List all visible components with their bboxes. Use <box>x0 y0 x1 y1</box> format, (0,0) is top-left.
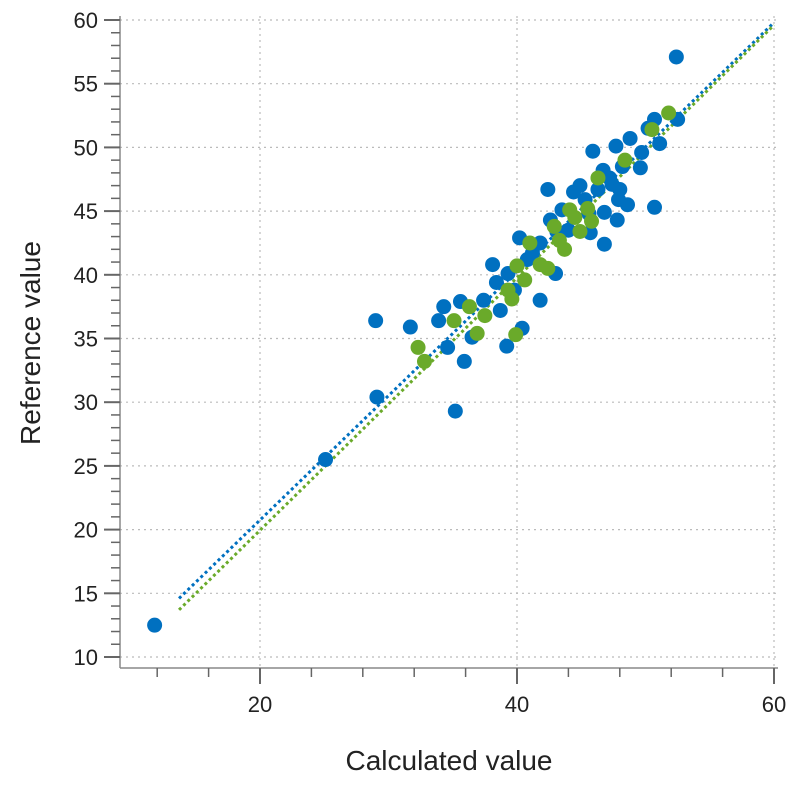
x-axis-label: Calculated value <box>345 745 552 776</box>
data-point-series-1 <box>668 49 684 65</box>
data-point-series-1 <box>652 136 668 152</box>
y-tick-label: 20 <box>74 518 98 543</box>
data-point-series-1 <box>596 236 612 252</box>
data-point-series-2 <box>572 223 588 239</box>
y-tick-label: 35 <box>74 327 98 352</box>
data-point-series-1 <box>456 353 472 369</box>
data-point-series-1 <box>368 313 384 329</box>
data-point-series-1 <box>602 170 618 186</box>
y-tick-label: 55 <box>74 72 98 97</box>
data-point-series-1 <box>431 313 447 329</box>
data-point-series-1 <box>147 617 163 633</box>
data-point-series-2 <box>580 201 596 217</box>
fit-line-series-2 <box>177 24 776 611</box>
data-point-series-1 <box>646 199 662 215</box>
y-tick-label: 40 <box>74 263 98 288</box>
data-point-series-2 <box>508 327 524 343</box>
y-tick-label: 30 <box>74 390 98 415</box>
data-point-series-1 <box>402 319 418 335</box>
data-point-series-2 <box>557 241 573 257</box>
axis-ticks <box>104 16 778 684</box>
data-points <box>147 49 686 633</box>
data-point-series-2 <box>584 213 600 229</box>
fit-line-series-1 <box>178 21 776 600</box>
data-point-series-1 <box>596 204 612 220</box>
data-point-series-1 <box>532 292 548 308</box>
data-point-series-1 <box>436 299 452 315</box>
data-point-series-2 <box>540 260 556 276</box>
data-point-series-2 <box>469 325 485 341</box>
data-point-series-2 <box>546 218 562 234</box>
fit-lines <box>177 21 776 611</box>
data-point-series-1 <box>447 403 463 419</box>
data-point-series-2 <box>567 209 583 225</box>
data-point-series-1 <box>499 338 515 354</box>
data-point-series-1 <box>632 160 648 176</box>
data-point-series-1 <box>560 222 576 238</box>
x-tick-label: 40 <box>505 692 529 717</box>
data-point-series-1 <box>622 130 638 146</box>
y-axis-label: Reference value <box>15 241 46 445</box>
y-tick-label: 10 <box>74 645 98 670</box>
data-point-series-2 <box>446 313 462 329</box>
tick-labels: 20 40 60 10 15 20 25 30 35 40 45 50 55 60 <box>74 8 787 717</box>
data-point-series-2 <box>661 105 677 121</box>
data-point-series-1 <box>492 302 508 318</box>
data-point-series-1 <box>572 178 588 194</box>
data-point-series-2 <box>461 299 477 315</box>
data-point-series-1 <box>612 181 628 197</box>
data-point-series-2 <box>477 308 493 324</box>
y-tick-label: 45 <box>74 199 98 224</box>
data-point-series-1 <box>532 235 548 251</box>
data-point-series-1 <box>369 389 385 405</box>
data-point-series-2 <box>522 235 538 251</box>
data-point-series-1 <box>585 143 601 159</box>
data-point-series-1 <box>485 257 501 273</box>
y-tick-label: 50 <box>74 135 98 160</box>
data-point-series-2 <box>517 272 533 288</box>
data-point-series-2 <box>617 152 633 168</box>
data-point-series-1 <box>609 212 625 228</box>
x-tick-label: 60 <box>762 692 786 717</box>
data-point-series-1 <box>476 292 492 308</box>
data-point-series-2 <box>410 339 426 355</box>
data-point-series-1 <box>488 274 504 290</box>
data-point-series-2 <box>644 122 660 138</box>
data-point-series-2 <box>500 282 516 298</box>
y-tick-label: 15 <box>74 581 98 606</box>
data-point-series-2 <box>509 258 525 274</box>
data-point-series-1 <box>540 181 556 197</box>
data-point-series-2 <box>416 353 432 369</box>
data-point-series-1 <box>590 181 606 197</box>
data-point-series-1 <box>608 138 624 154</box>
x-tick-label: 20 <box>248 692 272 717</box>
data-point-series-1 <box>634 144 650 160</box>
y-tick-label: 25 <box>74 454 98 479</box>
y-tick-label: 60 <box>74 8 98 33</box>
data-point-series-1 <box>620 197 636 213</box>
data-point-series-2 <box>590 170 606 186</box>
data-point-series-1 <box>440 339 456 355</box>
data-point-series-1 <box>318 452 334 468</box>
